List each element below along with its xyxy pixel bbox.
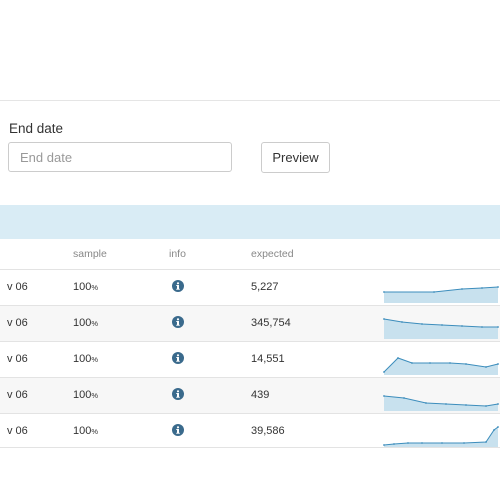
row-expected: 439 <box>251 389 270 401</box>
row-date: v 06 <box>7 281 28 293</box>
table-row: v 06 100% 439 <box>0 377 500 413</box>
row-sample: 100% <box>73 425 98 438</box>
row-expected: 14,551 <box>251 353 285 365</box>
sparkline-point <box>403 397 405 399</box>
sparkline-point <box>397 357 399 359</box>
sample-unit: % <box>91 283 99 292</box>
sparkline-point <box>393 443 395 445</box>
sparkline-chart <box>383 286 499 303</box>
sparkline-point <box>425 402 427 404</box>
table-row: v 06 100% 14,551 <box>0 341 500 377</box>
table-bottom-border <box>0 447 500 448</box>
sparkline-area <box>384 427 498 447</box>
sparkline-point <box>421 442 423 444</box>
sample-unit: % <box>91 355 99 364</box>
sample-unit: % <box>91 427 99 436</box>
sparkline-point <box>383 395 385 397</box>
sparkline-area <box>384 319 498 339</box>
header-info: info <box>169 248 186 260</box>
sparkline-chart <box>383 395 499 411</box>
sparkline-point <box>497 426 499 428</box>
row-sample: 100% <box>73 353 98 366</box>
row-expected: 5,227 <box>251 281 279 293</box>
table-title-band <box>0 205 500 239</box>
sparkline-point <box>445 403 447 405</box>
sample-value: 100 <box>73 317 92 329</box>
row-date: v 06 <box>7 353 28 365</box>
row-sample: 100% <box>73 317 98 330</box>
end-date-label: End date <box>9 121 64 136</box>
row-sample: 100% <box>73 281 98 294</box>
table-row: v 06 100% 39,586 <box>0 413 500 449</box>
sparkline-point <box>407 442 409 444</box>
row-expected: 39,586 <box>251 425 285 437</box>
sparkline-point <box>497 286 499 288</box>
sparkline-point <box>481 287 483 289</box>
sample-value: 100 <box>73 425 92 437</box>
sparkline-point <box>465 363 467 365</box>
sample-value: 100 <box>73 281 92 293</box>
sparkline-chart <box>383 426 499 447</box>
info-icon[interactable] <box>172 280 184 292</box>
info-icon[interactable] <box>172 388 184 400</box>
sparkline-point <box>485 441 487 443</box>
sparkline-point <box>481 326 483 328</box>
sparkline-area <box>384 396 498 411</box>
info-icon[interactable] <box>172 424 184 436</box>
preview-button[interactable]: Preview <box>261 142 330 173</box>
sparkline-point <box>383 318 385 320</box>
sparkline-point <box>383 444 385 446</box>
header-divider <box>0 100 500 101</box>
sparkline-point <box>429 362 431 364</box>
sparkline-point <box>497 403 499 405</box>
sample-unit: % <box>91 391 99 400</box>
top-blank-area <box>0 0 500 100</box>
header-sample: sample <box>73 248 107 260</box>
sparkline-point <box>421 323 423 325</box>
sparkline-point <box>383 291 385 293</box>
sample-unit: % <box>91 319 99 328</box>
sample-value: 100 <box>73 389 92 401</box>
sparkline-point <box>433 291 435 293</box>
sparkline-point <box>465 404 467 406</box>
table-row: v 06 100% 345,754 <box>0 305 500 341</box>
sparkline-point <box>497 326 499 328</box>
info-icon[interactable] <box>172 352 184 364</box>
sparkline-point <box>485 366 487 368</box>
sparkline-point <box>461 325 463 327</box>
sparkline-line <box>383 426 499 446</box>
row-date: v 06 <box>7 425 28 437</box>
row-date: v 06 <box>7 317 28 329</box>
row-sample: 100% <box>73 389 98 402</box>
row-expected: 345,754 <box>251 317 291 329</box>
sparkline-point <box>411 362 413 364</box>
sparkline-chart <box>383 318 499 339</box>
sparkline-chart <box>383 357 499 375</box>
sparkline-point <box>441 324 443 326</box>
sparkline-point <box>493 429 495 431</box>
header-expected: expected <box>251 248 294 260</box>
sparkline-point <box>383 371 385 373</box>
sparkline-area <box>384 287 498 303</box>
sparkline-point <box>497 363 499 365</box>
sparkline-point <box>463 442 465 444</box>
sparkline-point <box>485 405 487 407</box>
sparkline-line <box>383 357 499 373</box>
sample-value: 100 <box>73 353 92 365</box>
sparkline-point <box>449 362 451 364</box>
sparkline-point <box>441 442 443 444</box>
sparkline-point <box>401 321 403 323</box>
info-icon[interactable] <box>172 316 184 328</box>
row-date: v 06 <box>7 389 28 401</box>
sparkline-point <box>461 288 463 290</box>
sparkline-area <box>384 358 498 375</box>
table-row: v 06 100% 5,227 <box>0 269 500 305</box>
end-date-input[interactable] <box>8 142 232 172</box>
